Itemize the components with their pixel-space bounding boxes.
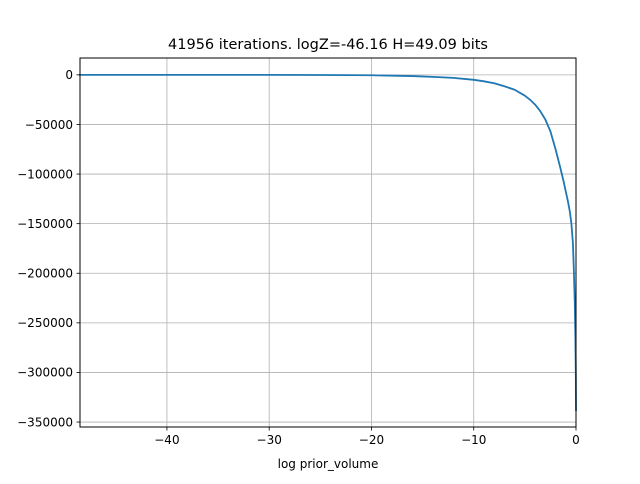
y-tick-label: −350000 [17,415,73,429]
x-tick-label: 0 [572,433,580,447]
x-tick-label: −20 [359,433,384,447]
y-tick-label: −50000 [25,118,73,132]
series-line [79,73,577,412]
x-axis-label: log prior_volume [278,457,379,471]
x-tick-label: −30 [257,433,282,447]
y-tick-label: −300000 [17,366,73,380]
axes-frame [79,57,577,428]
y-tick-label: 0 [65,68,73,82]
series-layer [79,73,577,412]
x-tick-label: −10 [461,433,486,447]
y-tick-label: −200000 [17,267,73,281]
chart-title: 41956 iterations. logZ=-46.16 H=49.09 bi… [168,37,488,53]
ticks: −40 −30 −20 −10 0 0 −50000 −100000 −150000 −20000… [17,68,580,447]
y-tick-label: −150000 [17,217,73,231]
y-tick-label: −250000 [17,316,73,330]
x-tick-label: −40 [154,433,179,447]
y-tick-label: −100000 [17,167,73,181]
